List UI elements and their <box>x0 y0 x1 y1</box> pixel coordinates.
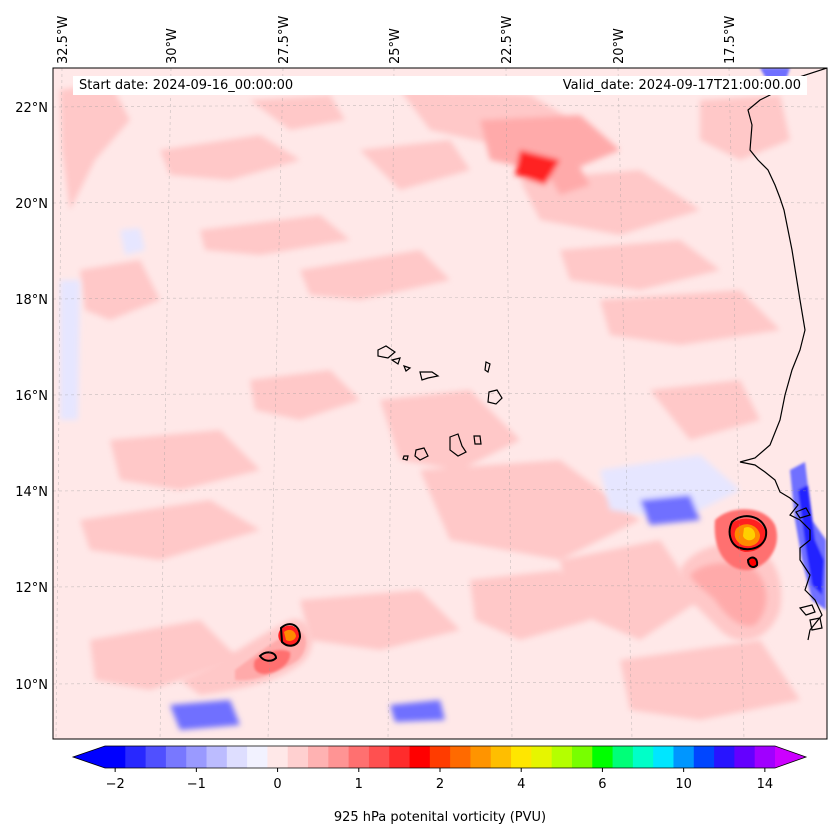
colorbar-tick-label: −1 <box>187 777 206 792</box>
colorbar-tick-label: 2 <box>436 777 444 792</box>
colorbar-cell <box>429 746 451 768</box>
colorbar-cell <box>531 746 553 768</box>
pv-field-blue <box>60 228 740 730</box>
latitude-labels: 22°N 20°N 18°N 16°N 14°N 12°N 10°N <box>15 101 48 693</box>
lon-label: 22.5°W <box>500 16 515 64</box>
colorbar: −2 −1 0 1 2 4 6 10 14 925 hPa potenital vorticit… <box>71 745 808 825</box>
lat-label: 18°N <box>15 293 48 308</box>
colorbar-cell <box>226 746 248 768</box>
valid-date-label: Valid_date: 2024-09-17T21:00:00.00 <box>363 76 807 95</box>
pv-maximum-east <box>680 509 782 641</box>
colorbar-cell <box>632 746 654 768</box>
colorbar-under-arrow <box>73 746 105 768</box>
colorbar-cell <box>551 746 573 768</box>
colorbar-cell <box>612 746 634 768</box>
colorbar-cell <box>247 746 268 768</box>
colorbar-tick-label: 10 <box>675 777 692 792</box>
lat-label: 10°N <box>15 678 48 693</box>
colorbar-over-arrow <box>775 746 806 768</box>
coastline <box>377 68 827 641</box>
map-frame <box>52 67 828 740</box>
colorbar-cell <box>125 746 147 768</box>
colorbar-cell <box>714 746 735 768</box>
colorbar-cells <box>105 746 776 768</box>
colorbar-tick-label: 14 <box>757 777 774 792</box>
colorbar-cell <box>592 746 614 768</box>
colorbar-tick-label: 4 <box>517 777 525 792</box>
gridlines <box>53 68 827 739</box>
lat-label: 16°N <box>15 389 48 404</box>
colorbar-label: 925 hPa potenital vorticity (PVU) <box>334 810 546 825</box>
colorbar-tick-label: 6 <box>598 777 606 792</box>
colorbar-cell <box>206 746 228 768</box>
colorbar-cell <box>511 746 532 768</box>
colorbar-cell <box>328 746 350 768</box>
lat-label: 12°N <box>15 581 48 596</box>
colorbar-cell <box>734 746 756 768</box>
colorbar-tick-label: 0 <box>273 777 281 792</box>
lat-label: 14°N <box>15 485 48 500</box>
lon-label: 30°W <box>165 28 180 64</box>
colorbar-cell <box>389 746 411 768</box>
pv-maximum-west <box>180 619 313 695</box>
colorbar-tick-label: 1 <box>355 777 363 792</box>
lon-label: 17.5°W <box>723 16 738 64</box>
colorbar-cell <box>571 746 593 768</box>
colorbar-cell <box>267 746 289 768</box>
colorbar-cell <box>105 746 126 768</box>
colorbar-cell <box>673 746 695 768</box>
colorbar-cell <box>693 746 715 768</box>
colorbar-tick-label: −2 <box>106 777 125 792</box>
longitude-labels: 32.5°W 30°W 27.5°W 25°W 22.5°W 20°W 17.5… <box>56 16 738 64</box>
colorbar-ticks: −2 −1 0 1 2 4 6 10 14 <box>106 768 774 792</box>
colorbar-cell <box>165 746 187 768</box>
lon-label: 25°W <box>388 28 403 64</box>
colorbar-cell <box>409 746 431 768</box>
colorbar-cell <box>145 746 167 768</box>
lat-label: 20°N <box>15 197 48 212</box>
colorbar-cell <box>308 746 329 768</box>
colorbar-cell <box>754 746 776 768</box>
lon-label: 20°W <box>612 28 627 64</box>
colorbar-cell <box>186 746 208 768</box>
map-panel <box>53 68 827 739</box>
start-date-label: Start date: 2024-09-16_00:00:00 <box>73 76 375 95</box>
lon-label: 27.5°W <box>277 16 292 64</box>
lat-label: 22°N <box>15 101 48 116</box>
colorbar-cell <box>653 746 674 768</box>
colorbar-cell <box>470 746 492 768</box>
lon-label: 32.5°W <box>56 16 71 64</box>
colorbar-cell <box>348 746 370 768</box>
colorbar-cell <box>490 746 512 768</box>
colorbar-cell <box>287 746 309 768</box>
colorbar-cell <box>450 746 471 768</box>
pv-field-pink <box>60 82 800 720</box>
colorbar-outline <box>71 745 808 769</box>
colorbar-cell <box>368 746 390 768</box>
